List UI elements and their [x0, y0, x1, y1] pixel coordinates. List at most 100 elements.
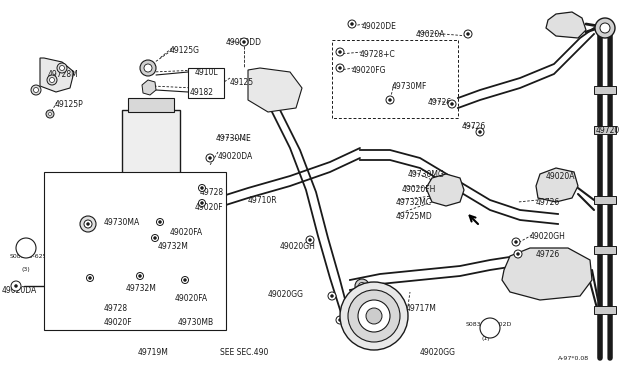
- Circle shape: [198, 199, 205, 206]
- Text: 49125P: 49125P: [55, 100, 84, 109]
- Circle shape: [49, 77, 54, 83]
- Circle shape: [200, 186, 204, 189]
- Text: 49732M: 49732M: [158, 242, 189, 251]
- Circle shape: [86, 222, 90, 225]
- Text: 49726: 49726: [536, 198, 560, 207]
- Text: 49020FA: 49020FA: [175, 294, 208, 303]
- Text: S08363-6202D: S08363-6202D: [466, 322, 513, 327]
- Circle shape: [88, 276, 92, 279]
- Circle shape: [182, 276, 189, 283]
- Text: 49732M: 49732M: [126, 284, 157, 293]
- Text: S: S: [23, 244, 29, 253]
- Text: 49020FG: 49020FG: [352, 66, 387, 75]
- Text: 49020DA: 49020DA: [218, 152, 253, 161]
- Circle shape: [11, 281, 21, 291]
- Circle shape: [595, 18, 615, 38]
- Circle shape: [80, 216, 96, 232]
- Polygon shape: [546, 12, 586, 38]
- Text: 49020A: 49020A: [546, 172, 575, 181]
- Text: 49455: 49455: [364, 286, 388, 295]
- Circle shape: [46, 110, 54, 118]
- Bar: [594, 306, 616, 314]
- Circle shape: [200, 202, 204, 205]
- Circle shape: [209, 157, 211, 160]
- Text: A-97*0.08: A-97*0.08: [558, 356, 589, 361]
- Circle shape: [448, 100, 456, 108]
- Circle shape: [144, 64, 152, 72]
- Circle shape: [480, 318, 500, 338]
- Circle shape: [86, 275, 93, 282]
- Text: 49125: 49125: [230, 78, 254, 87]
- Circle shape: [15, 285, 17, 288]
- Circle shape: [515, 241, 518, 244]
- Circle shape: [366, 308, 382, 324]
- Circle shape: [476, 128, 484, 136]
- Polygon shape: [40, 58, 74, 92]
- Bar: [188, 68, 224, 98]
- Text: 49730MF: 49730MF: [392, 82, 428, 91]
- Text: 49020GG: 49020GG: [268, 290, 304, 299]
- Circle shape: [516, 253, 520, 256]
- Circle shape: [84, 220, 92, 228]
- Text: 49720: 49720: [596, 126, 620, 135]
- Text: 49728: 49728: [104, 304, 128, 313]
- Circle shape: [348, 20, 356, 28]
- Text: 49730MB: 49730MB: [178, 318, 214, 327]
- Text: 49728+C: 49728+C: [360, 50, 396, 59]
- Circle shape: [140, 60, 156, 76]
- Circle shape: [339, 318, 342, 321]
- Polygon shape: [502, 248, 592, 300]
- Text: 49726: 49726: [428, 98, 452, 107]
- Text: SEE SEC.490: SEE SEC.490: [220, 348, 268, 357]
- Circle shape: [328, 292, 336, 300]
- Text: 4910L: 4910L: [195, 68, 219, 77]
- Bar: [594, 246, 616, 254]
- Circle shape: [339, 67, 342, 70]
- Circle shape: [512, 238, 520, 246]
- Circle shape: [240, 38, 248, 46]
- Circle shape: [206, 154, 214, 162]
- Circle shape: [33, 87, 38, 93]
- Circle shape: [157, 218, 163, 225]
- Circle shape: [336, 316, 344, 324]
- Circle shape: [159, 221, 161, 224]
- Bar: [594, 196, 616, 204]
- Text: 49020GH: 49020GH: [530, 232, 566, 241]
- Circle shape: [336, 48, 344, 56]
- Circle shape: [600, 23, 610, 33]
- Text: 49726: 49726: [462, 122, 486, 131]
- Circle shape: [16, 238, 36, 258]
- Circle shape: [348, 290, 400, 342]
- Text: (3): (3): [22, 267, 30, 273]
- Text: 49728: 49728: [200, 188, 224, 197]
- Circle shape: [243, 41, 246, 44]
- Circle shape: [138, 275, 141, 278]
- Text: 49020DA: 49020DA: [2, 286, 37, 295]
- Text: 49730ME: 49730ME: [216, 134, 252, 143]
- Circle shape: [351, 22, 353, 26]
- Text: 49020A: 49020A: [416, 30, 445, 39]
- Text: 49726: 49726: [536, 250, 560, 259]
- Circle shape: [306, 236, 314, 244]
- Circle shape: [355, 279, 369, 293]
- Circle shape: [184, 279, 186, 282]
- Circle shape: [386, 96, 394, 104]
- Text: 49732MC: 49732MC: [396, 198, 432, 207]
- Text: 49710R: 49710R: [248, 196, 278, 205]
- Text: 49728M: 49728M: [48, 70, 79, 79]
- Circle shape: [60, 65, 65, 71]
- Circle shape: [467, 32, 470, 35]
- Text: S08363-6252D: S08363-6252D: [10, 253, 56, 259]
- Text: 49730MG: 49730MG: [408, 170, 445, 179]
- Circle shape: [514, 250, 522, 258]
- Bar: [122, 110, 180, 214]
- Text: 49020F: 49020F: [195, 203, 223, 212]
- Circle shape: [308, 238, 312, 241]
- Text: 49125G: 49125G: [170, 46, 200, 55]
- Circle shape: [152, 234, 159, 241]
- Circle shape: [464, 30, 472, 38]
- Bar: [44, 172, 226, 330]
- Polygon shape: [426, 174, 464, 206]
- Circle shape: [451, 103, 454, 106]
- Circle shape: [388, 99, 392, 102]
